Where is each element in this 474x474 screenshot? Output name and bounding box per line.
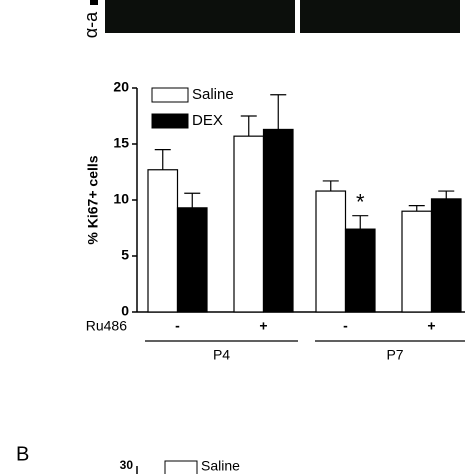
legend-swatch [151, 87, 189, 103]
micrograph [105, 0, 295, 33]
micrograph [300, 0, 460, 33]
bar [233, 135, 265, 313]
bar [344, 228, 376, 313]
legend-swatch [164, 460, 198, 474]
group-label: P7 [386, 347, 403, 363]
y-tick-label: 10 [113, 191, 129, 207]
legend-swatch [151, 113, 189, 129]
x-tick-label: + [259, 318, 267, 334]
bar [262, 128, 294, 313]
bar [176, 207, 208, 313]
group-label: P4 [213, 347, 230, 363]
x-tick-label: - [343, 318, 348, 334]
image-label: α-a [81, 11, 101, 38]
panel-label: B [16, 443, 29, 465]
y-tick-label: 5 [121, 247, 129, 263]
annotation: * [356, 189, 365, 214]
row-label: Ru486 [86, 318, 127, 334]
legend-label: Saline [192, 86, 234, 103]
marker [90, 0, 98, 5]
y-tick-label: 30 [120, 458, 134, 472]
y-tick-label: 20 [113, 79, 129, 95]
bar [401, 210, 433, 313]
bar [147, 169, 179, 313]
legend-label: Saline [201, 458, 240, 474]
x-tick-label: + [427, 318, 435, 334]
legend-label: DEX [192, 112, 223, 129]
y-axis-title: % Ki67+ cells [85, 155, 101, 244]
x-tick-label: - [175, 318, 180, 334]
bar [315, 190, 347, 313]
bar [430, 198, 462, 313]
y-tick-label: 15 [113, 135, 129, 151]
y-tick-label: 0 [121, 303, 129, 319]
